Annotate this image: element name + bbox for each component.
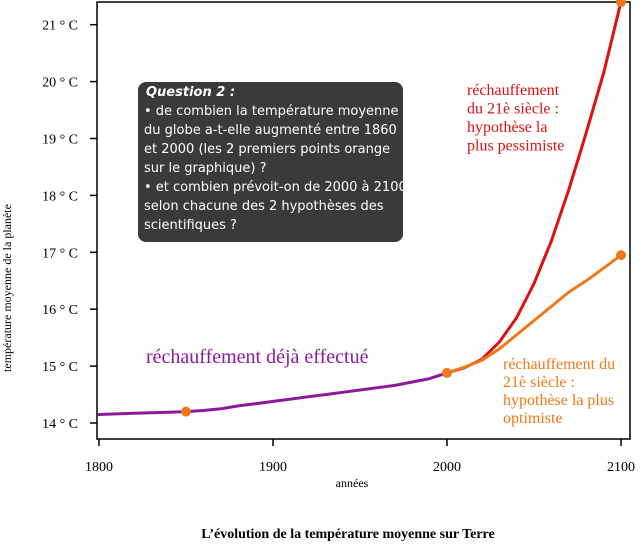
question-line: scientifiques ? <box>144 218 237 233</box>
y-axis-title: température moyenne de la planète <box>0 204 14 372</box>
annotation-pessimistic: plus pessimiste <box>467 138 564 155</box>
y-axis: 14 ° C 15 ° C 16 ° C 17 ° C 18 ° C 19 ° C 20 °… <box>42 19 97 432</box>
question-line: du globe a-t-elle augmenté entre 1860 <box>144 123 397 138</box>
y-tick-label: 21 ° C <box>42 19 78 34</box>
annotation-pessimistic: hypothèse la <box>467 119 547 136</box>
series-line-optimistic <box>445 253 623 375</box>
y-tick-label: 18 ° C <box>42 189 78 204</box>
x-axis: 1800 1900 2000 2100 <box>85 439 635 475</box>
annotation-pessimistic: réchauffement <box>467 82 560 99</box>
y-tick-label: 17 ° C <box>42 246 78 261</box>
annotation-observed: réchauffement déjà effectué <box>146 346 369 368</box>
y-tick-label: 15 ° C <box>42 360 78 375</box>
question-box-background <box>138 82 403 242</box>
x-tick-label: 1800 <box>85 460 113 475</box>
points-layer <box>181 0 626 417</box>
y-tick-label: 19 ° C <box>42 133 78 148</box>
y-tick-label: 20 ° C <box>42 76 78 91</box>
annotation-optimistic: 21è siècle : <box>503 374 575 391</box>
x-tick-label: 1900 <box>259 460 287 475</box>
y-tick-label: 16 ° C <box>42 303 78 318</box>
series-line-observed <box>97 371 449 416</box>
question-title: Question 2 : <box>146 85 235 100</box>
data-point <box>181 406 191 417</box>
annotation-optimistic: optimiste <box>503 410 563 427</box>
data-point <box>616 0 626 7</box>
series-line-pessimistic <box>445 0 623 375</box>
annotations: réchauffement déjà effectué réchauffement… <box>146 82 615 427</box>
question-line: selon chacune des 2 hypothèses des <box>144 199 384 214</box>
annotation-optimistic: hypothèse la plus <box>503 392 614 409</box>
x-axis-title: années <box>336 476 369 490</box>
y-tick-label: 14 ° C <box>42 417 78 432</box>
annotation-optimistic: réchauffement du <box>503 356 615 373</box>
question-box: Question 2 : • de combien la température … <box>138 82 407 242</box>
data-point <box>442 367 452 378</box>
question-line: • de combien la température moyenne <box>144 104 399 119</box>
question-line: sur le graphique) ? <box>144 161 267 176</box>
plot-frame <box>96 1 631 440</box>
chart-caption: L’évolution de la température moyenne su… <box>201 527 494 542</box>
x-tick-label: 2100 <box>607 460 635 475</box>
data-point <box>616 250 626 261</box>
x-tick-label: 2000 <box>433 460 461 475</box>
question-box-text: Question 2 : • de combien la température … <box>144 85 407 233</box>
question-line: • et combien prévoit-on de 2000 à 2100 <box>144 180 407 195</box>
series-layer <box>97 0 623 416</box>
question-line: et 2000 (les 2 premiers points orange <box>144 142 390 157</box>
annotation-pessimistic: du 21è siècle : <box>467 101 559 118</box>
